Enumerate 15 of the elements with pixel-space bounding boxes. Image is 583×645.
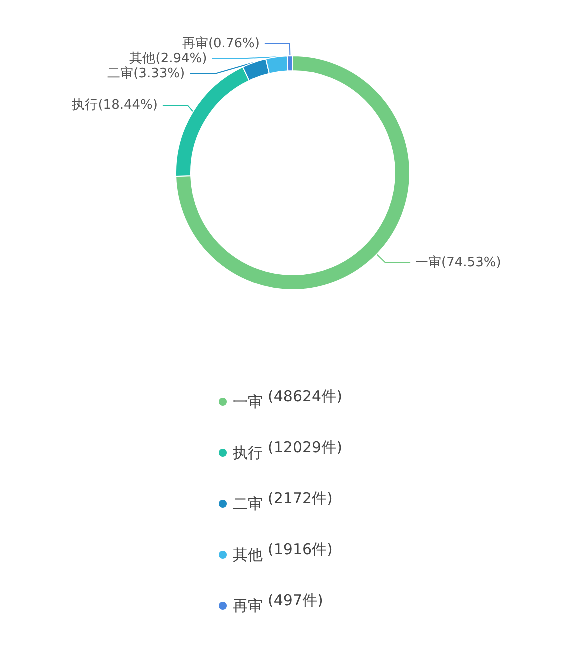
legend-label: 二审 (233, 495, 263, 513)
category-label: 一审(74.53%) (416, 255, 502, 270)
text: (48624件) (268, 388, 342, 406)
legend-label: 一审 (233, 393, 263, 411)
legend-label: 执行 (233, 444, 263, 462)
category-label: 执行(18.44%) (72, 98, 158, 114)
text: (497件) (268, 592, 324, 610)
text: (2172件) (268, 490, 333, 508)
category-label: 再审(0.76%) (182, 36, 260, 52)
text: (1916件) (268, 540, 333, 558)
category-label: 其他(2.94%) (130, 52, 208, 67)
legend-label: 再审 (233, 597, 263, 615)
text: (12029件) (268, 438, 342, 456)
category-label: 二审(3.33%) (108, 66, 186, 82)
legend-label: 其他 (233, 546, 263, 564)
